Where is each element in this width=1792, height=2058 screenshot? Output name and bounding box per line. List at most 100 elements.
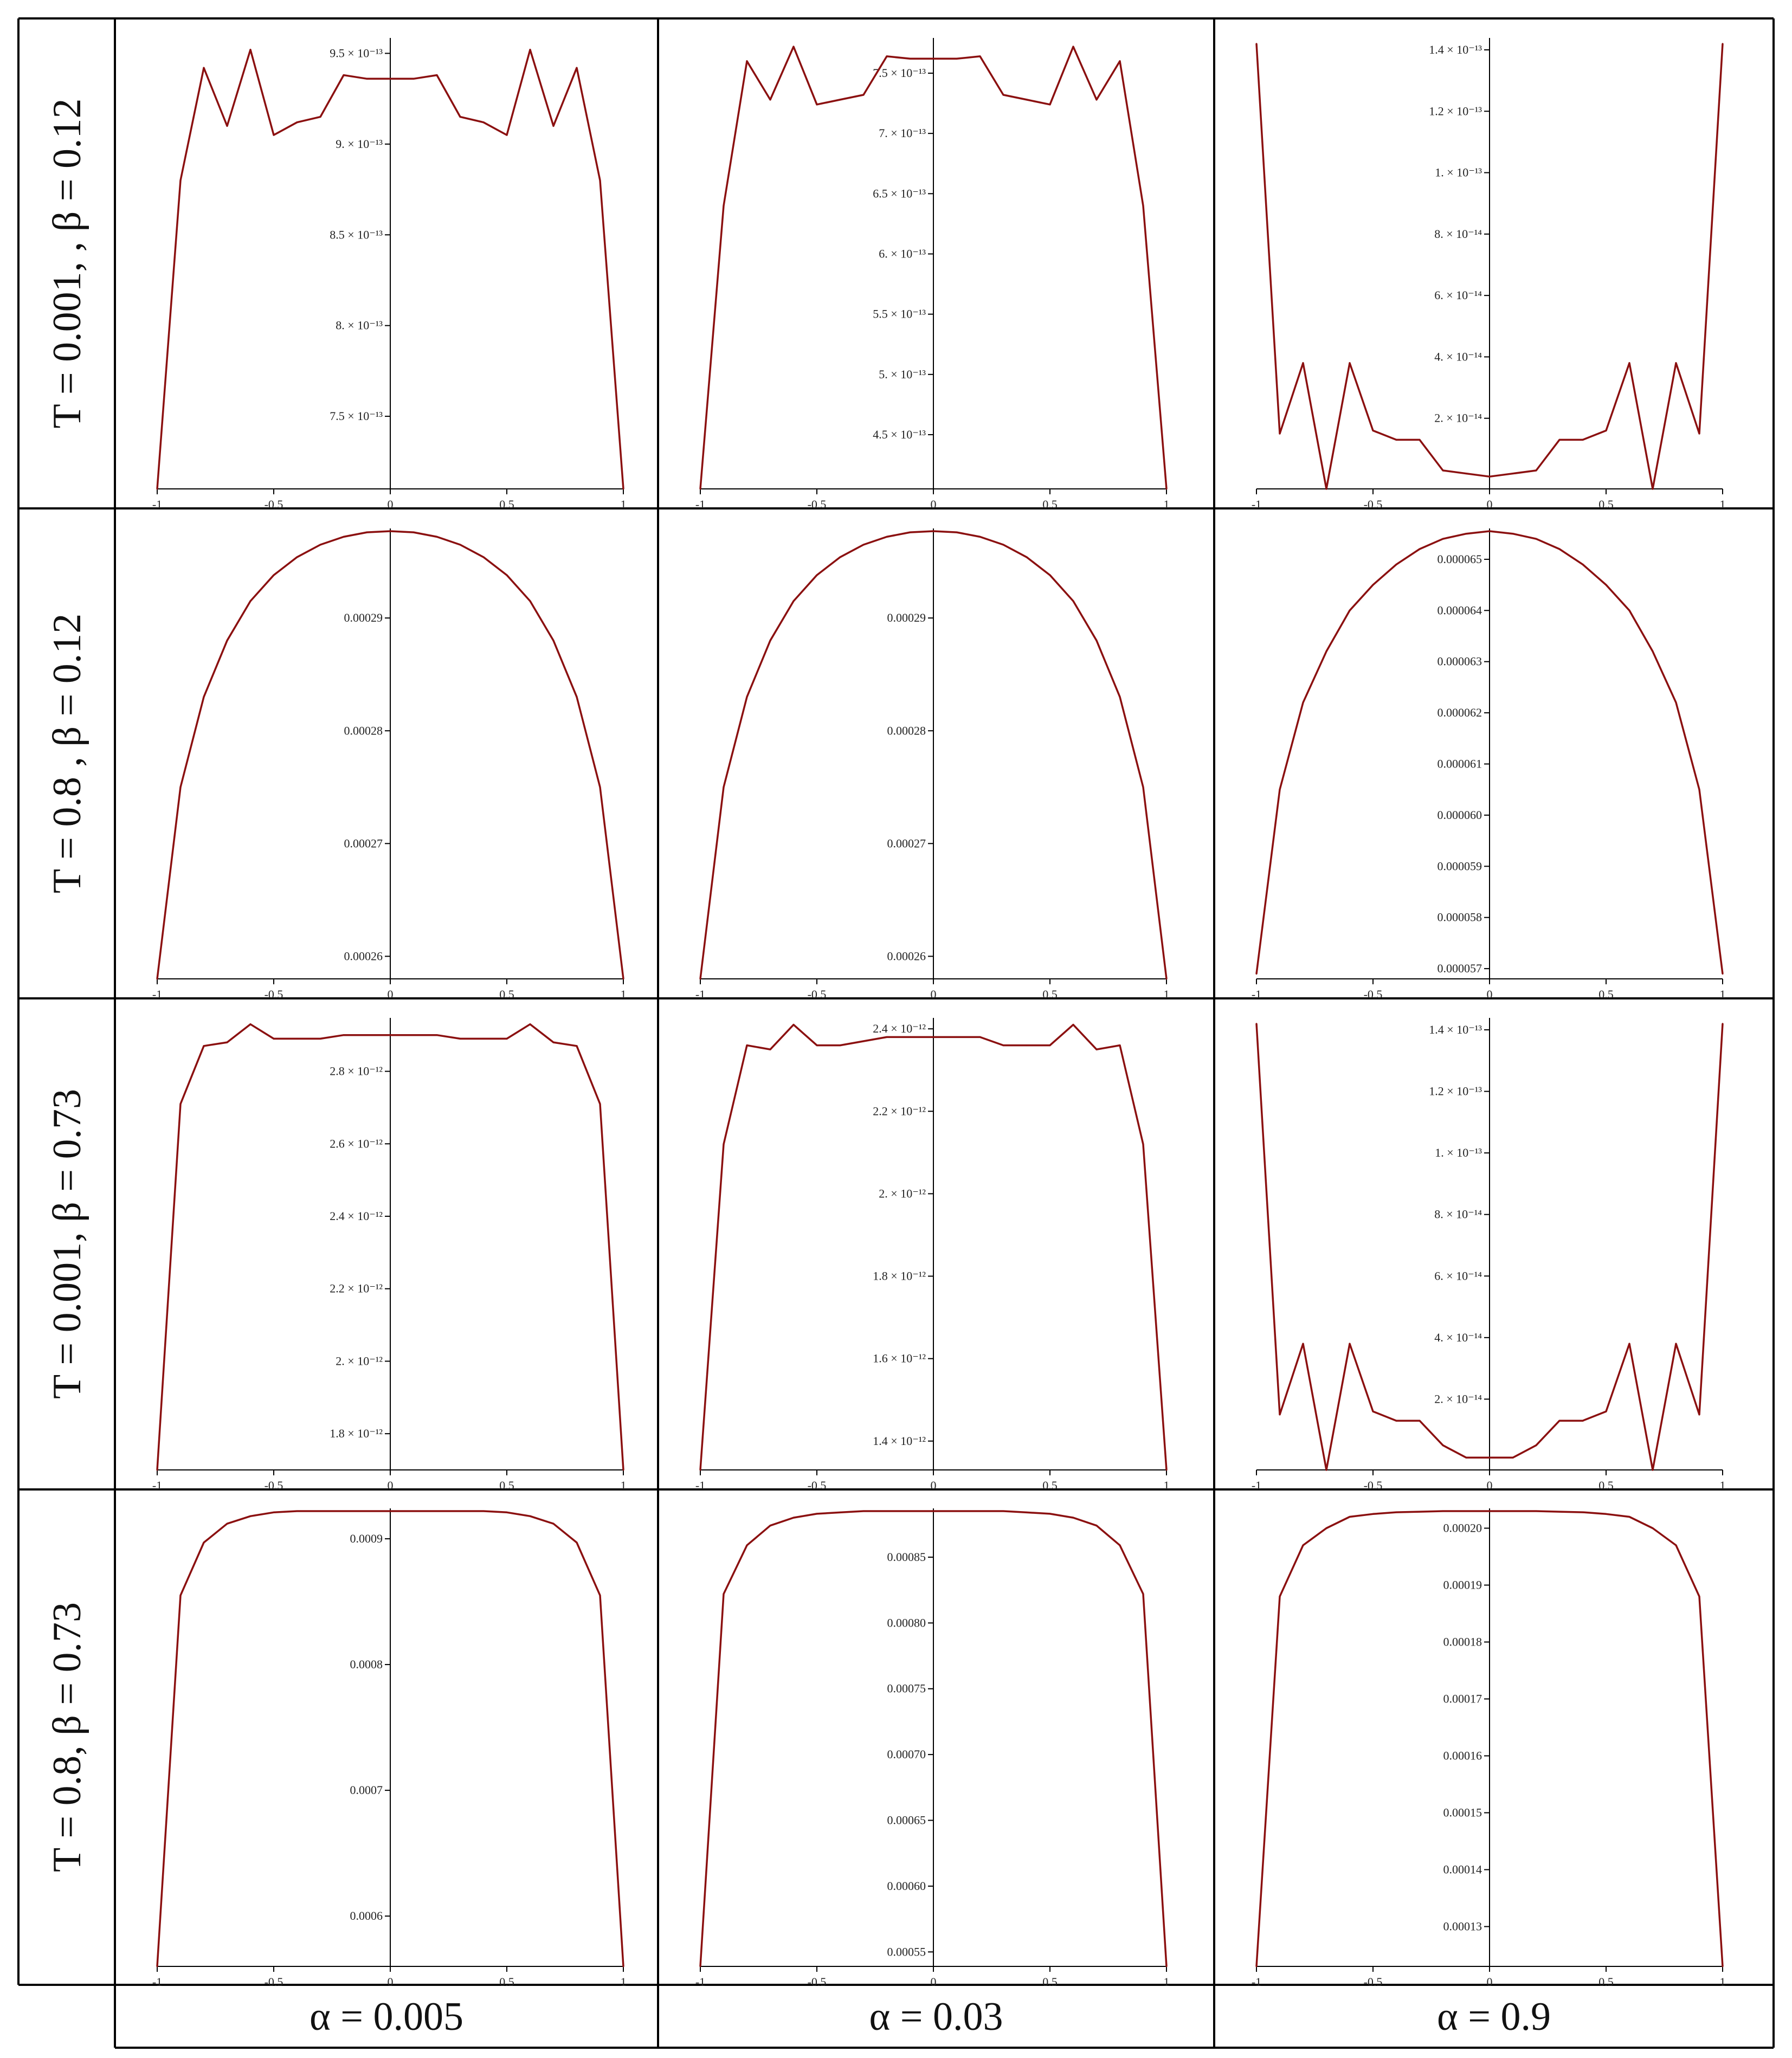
- y-tick-label: 1.6 × 10⁻¹²: [873, 1352, 926, 1365]
- data-point: [1465, 473, 1467, 475]
- data-point: [1119, 696, 1121, 698]
- data-point: [599, 179, 601, 182]
- data-point: [1279, 789, 1281, 791]
- x-tick-label: 1: [1164, 498, 1170, 511]
- x-tick-label: -0.5: [1364, 1479, 1383, 1492]
- data-point: [389, 1034, 391, 1036]
- y-tick-label: 0.00065: [887, 1814, 926, 1827]
- data-point: [816, 104, 818, 106]
- y-tick-label: 0.00015: [1443, 1806, 1482, 1820]
- data-point: [599, 1595, 601, 1596]
- data-point: [529, 1515, 531, 1517]
- data-point: [226, 1522, 228, 1525]
- chart-panel-10: -1 -0.5 0 0.5 1 0.0009 0.0008 0.0007 0.0006: [152, 1508, 627, 1989]
- data-point: [366, 531, 368, 533]
- data-point: [839, 99, 841, 101]
- chart-panel-5: -1 -0.5 0 0.5 1 0.00029 0.00028 0.00027 0.00026: [695, 528, 1170, 1001]
- data-point: [1698, 1414, 1700, 1416]
- data-point: [529, 600, 531, 602]
- data-point: [576, 696, 578, 698]
- y-tick-label: 2.2 × 10⁻¹²: [873, 1104, 926, 1118]
- data-point: [1026, 556, 1028, 558]
- data-point: [389, 530, 391, 532]
- x-tick-label: 0.5: [499, 1975, 514, 1989]
- data-point: [1395, 563, 1397, 565]
- data-point: [366, 78, 368, 80]
- data-point: [1049, 104, 1051, 106]
- x-tick-label: 0: [931, 988, 937, 1001]
- data-point: [552, 125, 555, 127]
- data-point: [273, 574, 275, 576]
- data-point: [1652, 488, 1654, 490]
- y-tick-label: 0.00014: [1443, 1863, 1482, 1876]
- data-point: [979, 1036, 981, 1038]
- data-point: [1675, 701, 1677, 704]
- x-tick-label: 1: [621, 1479, 627, 1492]
- data-point: [319, 1510, 321, 1512]
- data-point: [699, 1965, 701, 1967]
- data-point: [862, 1510, 865, 1512]
- y-tick-label: 1.8 × 10⁻¹²: [330, 1427, 383, 1440]
- x-tick-label: -1: [152, 1975, 162, 1989]
- x-tick-label: 0: [1487, 988, 1493, 1001]
- data-point: [482, 556, 485, 558]
- data-point: [792, 46, 795, 48]
- data-point: [1465, 1510, 1467, 1512]
- y-tick-label: 2. × 10⁻¹⁴: [1434, 1392, 1482, 1405]
- chart-panel-9: -1 -0.5 0 0.5 1 1.4 × 10⁻¹³ 1.2 × 10⁻¹³ 1. × 10…: [1252, 1018, 1726, 1492]
- data-point: [746, 696, 748, 698]
- data-point: [412, 531, 415, 533]
- x-tick-label: -0.5: [265, 1975, 283, 1989]
- x-tick-label: 0.5: [1598, 988, 1614, 1001]
- chart-panel-7: -1 -0.5 0 0.5 1 2.8 × 10⁻¹² 2.6 × 10⁻¹² 2.4 × 1…: [152, 1018, 627, 1492]
- y-tick-label: 6. × 10⁻¹³: [879, 247, 926, 260]
- data-point: [1026, 1044, 1028, 1047]
- data-point: [792, 1024, 795, 1026]
- data-point: [156, 978, 158, 980]
- x-tick-label: -0.5: [265, 1479, 283, 1492]
- data-point: [1395, 1420, 1397, 1422]
- data-point: [599, 786, 601, 788]
- data-point: [816, 574, 818, 576]
- y-tick-label: 0.000061: [1438, 757, 1482, 771]
- x-tick-label: 0.5: [1042, 1975, 1058, 1989]
- row-label-1: T = 0.001, , β = 0.12: [45, 99, 89, 429]
- data-point: [1675, 1544, 1677, 1546]
- data-point: [909, 57, 911, 60]
- data-point: [389, 78, 391, 80]
- chart-panel-12: -1 -0.5 0 0.5 1 0.00020 0.00019 0.00018 0.00017 0…: [1252, 1508, 1726, 1989]
- data-point: [296, 1510, 298, 1512]
- data-point: [1652, 1469, 1654, 1471]
- y-tick-label: 0.000065: [1438, 552, 1482, 566]
- x-tick-label: 0.5: [499, 498, 514, 511]
- data-point: [1325, 1469, 1327, 1471]
- data-point: [1582, 563, 1584, 565]
- data-point: [1628, 609, 1630, 611]
- x-tick-label: -0.5: [808, 988, 827, 1001]
- data-point: [273, 134, 275, 136]
- data-point: [343, 74, 345, 76]
- y-tick-label: 1.2 × 10⁻¹³: [1429, 1085, 1482, 1098]
- data-point: [1255, 973, 1258, 975]
- y-tick-label: 0.00019: [1443, 1578, 1482, 1592]
- data-point: [179, 1595, 182, 1596]
- chart-panel-4: -1 -0.5 0 0.5 1 0.00029 0.00028 0.00027 0.00026: [152, 528, 627, 1001]
- data-point: [436, 1034, 438, 1036]
- x-tick-label: 0.5: [1042, 498, 1058, 511]
- x-tick-label: 0.5: [1042, 988, 1058, 1001]
- x-tick-label: -1: [152, 498, 162, 511]
- data-point: [1465, 533, 1467, 535]
- data-point: [343, 1034, 345, 1036]
- data-point: [886, 1510, 888, 1512]
- x-tick-label: -0.5: [265, 988, 283, 1001]
- data-point: [576, 1045, 578, 1047]
- y-tick-label: 0.00080: [887, 1616, 926, 1629]
- y-tick-label: 6.5 × 10⁻¹³: [873, 186, 926, 200]
- x-tick-label: 0.5: [1042, 1479, 1058, 1492]
- data-point: [179, 1103, 182, 1105]
- data-point: [459, 1037, 461, 1040]
- data-point: [1675, 1343, 1677, 1345]
- x-tick-label: -0.5: [1364, 988, 1383, 1001]
- y-tick-label: 0.00029: [344, 611, 383, 624]
- data-point: [1049, 1044, 1051, 1047]
